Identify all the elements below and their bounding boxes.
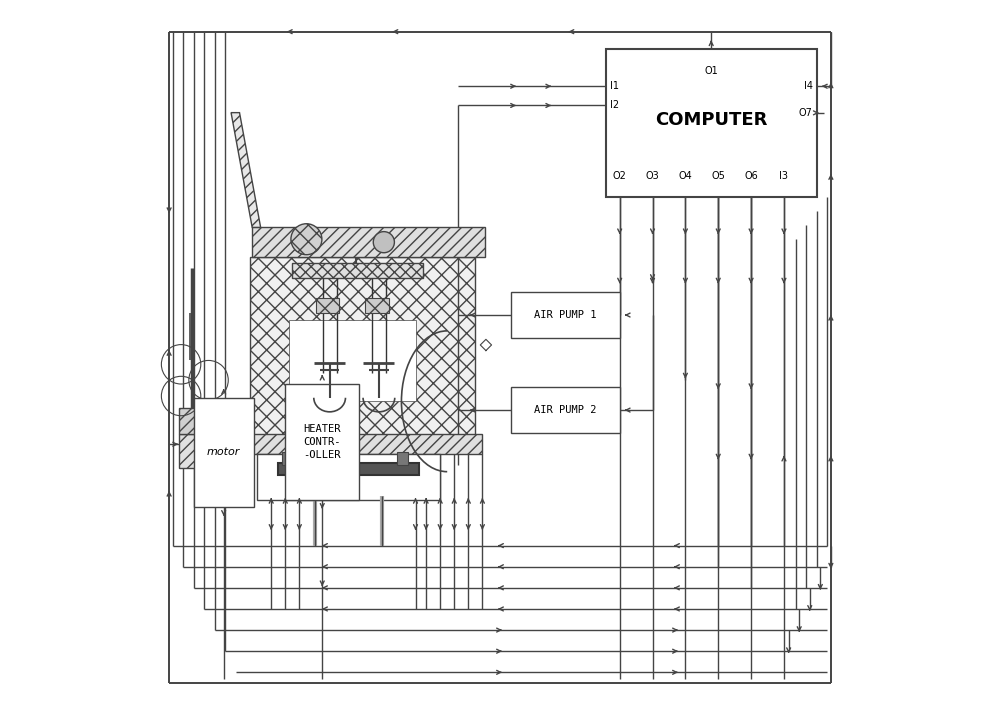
- Bar: [511, 292, 620, 338]
- Bar: [252, 227, 485, 257]
- Polygon shape: [231, 113, 261, 227]
- Bar: [179, 434, 204, 468]
- Text: O4: O4: [679, 171, 692, 182]
- Text: AIR PUMP 2: AIR PUMP 2: [534, 405, 596, 415]
- Text: I1: I1: [610, 81, 619, 92]
- Text: I2: I2: [610, 101, 619, 111]
- Text: HEATER
CONTR-
-OLLER: HEATER CONTR- -OLLER: [303, 424, 341, 460]
- Circle shape: [291, 224, 322, 255]
- Text: I3: I3: [779, 171, 788, 182]
- Text: COMPUTER: COMPUTER: [655, 111, 767, 130]
- Text: O6: O6: [744, 171, 758, 182]
- Bar: [365, 298, 389, 313]
- Circle shape: [373, 232, 394, 253]
- Text: O5: O5: [711, 171, 725, 182]
- Bar: [289, 320, 416, 401]
- Bar: [179, 408, 204, 434]
- Bar: [194, 398, 254, 507]
- Bar: [292, 263, 423, 278]
- Bar: [282, 452, 293, 465]
- Text: AIR PUMP 1: AIR PUMP 1: [534, 310, 596, 320]
- Text: O2: O2: [613, 171, 627, 182]
- Text: O7: O7: [799, 108, 813, 118]
- Bar: [606, 49, 817, 197]
- Text: I4: I4: [804, 81, 813, 92]
- Bar: [257, 454, 440, 500]
- Text: O3: O3: [646, 171, 659, 182]
- Bar: [278, 463, 419, 475]
- Bar: [285, 384, 359, 500]
- Bar: [250, 257, 475, 436]
- Bar: [192, 434, 218, 454]
- Bar: [316, 298, 339, 313]
- Text: O1: O1: [704, 66, 718, 77]
- Bar: [397, 452, 408, 465]
- Bar: [218, 434, 482, 454]
- Text: motor: motor: [207, 447, 240, 458]
- Bar: [511, 387, 620, 433]
